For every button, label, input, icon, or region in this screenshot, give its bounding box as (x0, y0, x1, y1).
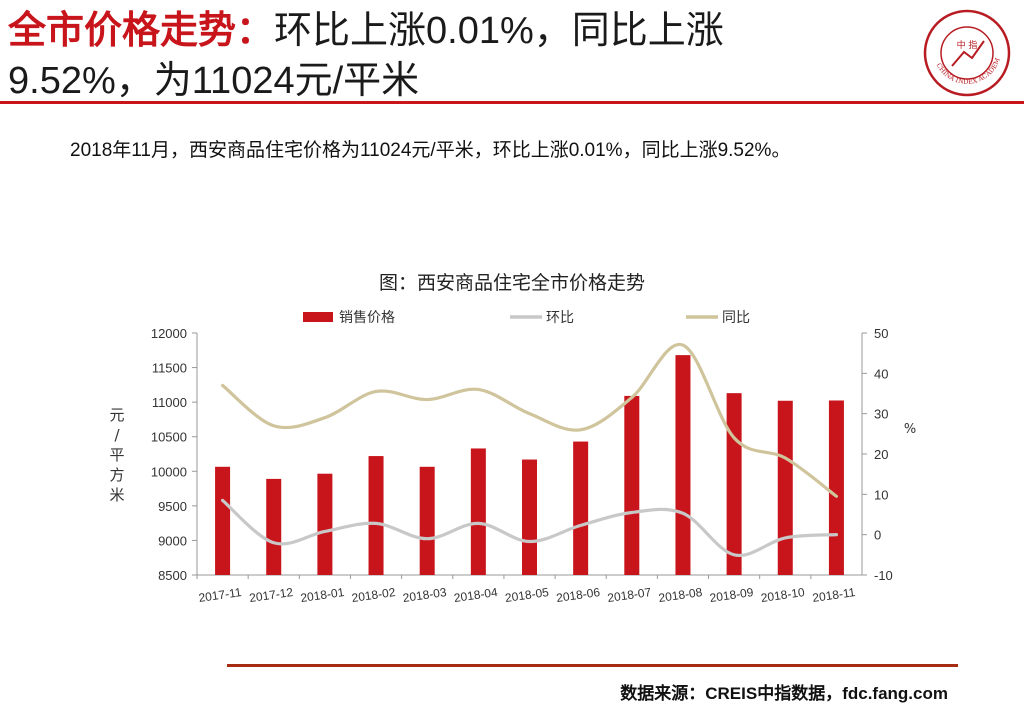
x-tick-label: 2018-07 (606, 585, 652, 605)
bar-price (777, 400, 793, 575)
line-yoy (220, 342, 839, 498)
legend-yoy-label: 同比 (722, 310, 750, 326)
title-rest: 环比上涨0.01%，同比上涨 (274, 10, 724, 52)
page-title: 全市价格走势：环比上涨0.01%，同比上涨 9.52%，为11024元/平米 (8, 6, 908, 106)
legend-mom-label: 环比 (546, 310, 574, 326)
china-index-academy-logo: 中 指 CHINA INDEX ACADEMY (922, 8, 1011, 97)
x-tick-label: 2017-12 (248, 585, 294, 605)
y2-tick-label: -10 (874, 568, 893, 583)
title-line2: 9.52%，为11024元/平米 (8, 60, 420, 102)
y-tick-label: 11500 (152, 361, 187, 376)
x-tick-label: 2017-11 (198, 585, 243, 605)
legend-price-label: 销售价格 (339, 310, 395, 326)
y2-tick-label: 40 (874, 366, 888, 381)
bar-price (726, 393, 742, 575)
bar-price (266, 478, 282, 575)
x-tick-label: 2018-03 (402, 585, 448, 605)
chart-title: 图：西安商品住宅全市价格走势 (378, 273, 645, 294)
bar-price (675, 355, 691, 575)
data-source: 数据来源：CREIS中指数据，fdc.fang.com (620, 684, 948, 703)
x-tick-label: 2018-02 (351, 585, 397, 605)
y-axis-label-char: / (114, 426, 120, 444)
x-tick-label: 2018-05 (504, 585, 550, 605)
x-tick-label: 2018-09 (709, 585, 755, 605)
x-tick-label: 2018-11 (812, 585, 857, 605)
x-tick-label: 2018-10 (760, 585, 806, 605)
y-tick-label: 11000 (152, 395, 187, 410)
bar-price (624, 395, 640, 575)
y2-tick-label: 30 (874, 407, 888, 422)
y-tick-label: 10500 (151, 430, 187, 445)
y2-tick-label: 10 (874, 487, 888, 502)
x-tick-label: 2018-01 (300, 585, 346, 605)
bar-price (368, 456, 384, 575)
y-tick-label: 12000 (151, 326, 187, 341)
y-axis-label-char: 平 (109, 446, 124, 464)
bar-price (215, 466, 231, 575)
y-axis-label-char: 方 (109, 466, 124, 484)
svg-text:中 指: 中 指 (957, 39, 978, 51)
y-axis-label-char: 米 (109, 486, 124, 504)
bar-price (419, 466, 435, 575)
bar-price (573, 441, 589, 575)
bar-price (470, 448, 486, 575)
y2-tick-label: 50 (874, 326, 888, 341)
summary-text: 2018年11月，西安商品住宅价格为11024元/平米，环比上涨0.01%，同比… (70, 140, 791, 161)
title-highlight: 全市价格走势： (8, 10, 275, 52)
y2-axis-label: % (904, 422, 916, 437)
y2-tick-label: 20 (874, 447, 888, 462)
y-tick-label: 9000 (158, 533, 187, 548)
bar-price (317, 473, 333, 575)
bar-price (828, 400, 844, 575)
y-tick-label: 8500 (158, 568, 187, 583)
y-tick-label: 10000 (151, 464, 187, 479)
footer-divider (227, 664, 958, 667)
y-tick-label: 9500 (158, 499, 187, 514)
x-tick-label: 2018-08 (658, 585, 704, 605)
line-mom (220, 498, 839, 558)
title-divider (0, 101, 1024, 104)
price-trend-chart: 8500900095001000010500110001150012000-10… (109, 310, 916, 605)
bar-price (522, 459, 537, 575)
x-tick-label: 2018-06 (555, 585, 601, 605)
y-axis-label-char: 元 (109, 406, 124, 424)
legend-price-swatch (303, 312, 333, 322)
x-tick-label: 2018-04 (453, 585, 499, 605)
y2-tick-label: 0 (874, 528, 881, 543)
